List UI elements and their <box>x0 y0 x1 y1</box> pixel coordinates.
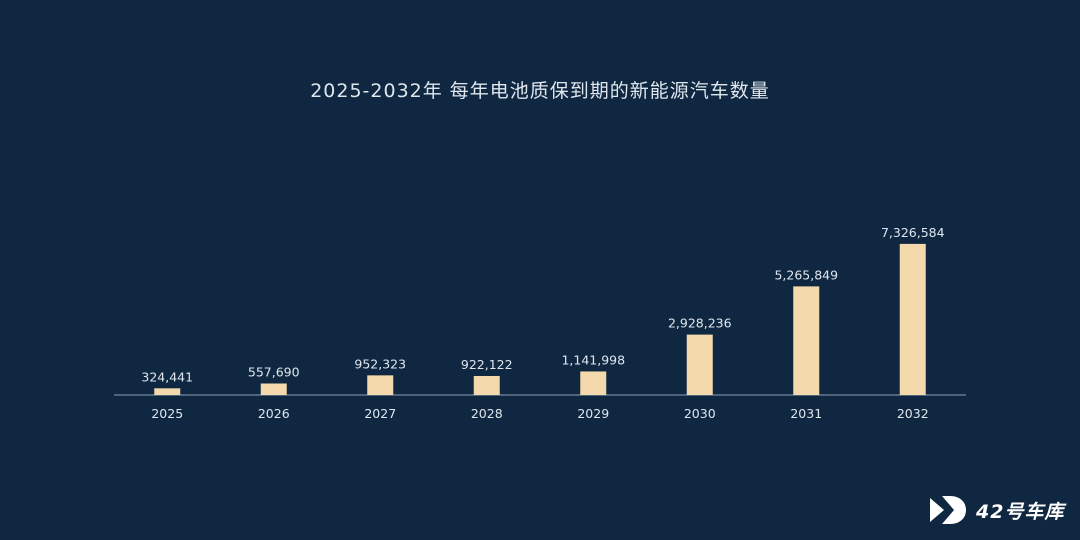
value-label-2031: 5,265,849 <box>774 267 838 282</box>
chart-title: 2025-2032年 每年电池质保到期的新能源汽车数量 <box>310 80 770 102</box>
value-label-2032: 7,326,584 <box>881 225 945 240</box>
value-label-2028: 922,122 <box>461 357 513 372</box>
value-label-2030: 2,928,236 <box>668 316 732 331</box>
bar-2025 <box>154 388 181 395</box>
brand-name: 42号车库 <box>976 500 1065 523</box>
value-label-2026: 557,690 <box>248 364 300 379</box>
x-tick-label-2025: 2025 <box>151 406 183 421</box>
bar-2030 <box>686 334 713 395</box>
value-label-2029: 1,141,998 <box>561 352 625 367</box>
x-tick-label-2028: 2028 <box>471 406 503 421</box>
x-tick-label-2030: 2030 <box>684 406 716 421</box>
bar-2027 <box>367 375 394 395</box>
x-tick-label-2032: 2032 <box>897 406 929 421</box>
bar-2029 <box>580 371 607 395</box>
x-tick-label-2031: 2031 <box>790 406 822 421</box>
x-tick-label-2026: 2026 <box>258 406 290 421</box>
value-label-2027: 952,323 <box>354 356 406 371</box>
bar-2026 <box>260 383 287 395</box>
x-tick-label-2027: 2027 <box>364 406 396 421</box>
play-logo-icon <box>930 496 966 524</box>
bar-2028 <box>473 375 500 395</box>
value-label-2025: 324,441 <box>141 369 193 384</box>
bar-2031 <box>793 286 820 395</box>
x-tick-label-2029: 2029 <box>577 406 609 421</box>
brand-logo: 42号车库 <box>928 492 1064 528</box>
bar-2032 <box>899 243 926 395</box>
